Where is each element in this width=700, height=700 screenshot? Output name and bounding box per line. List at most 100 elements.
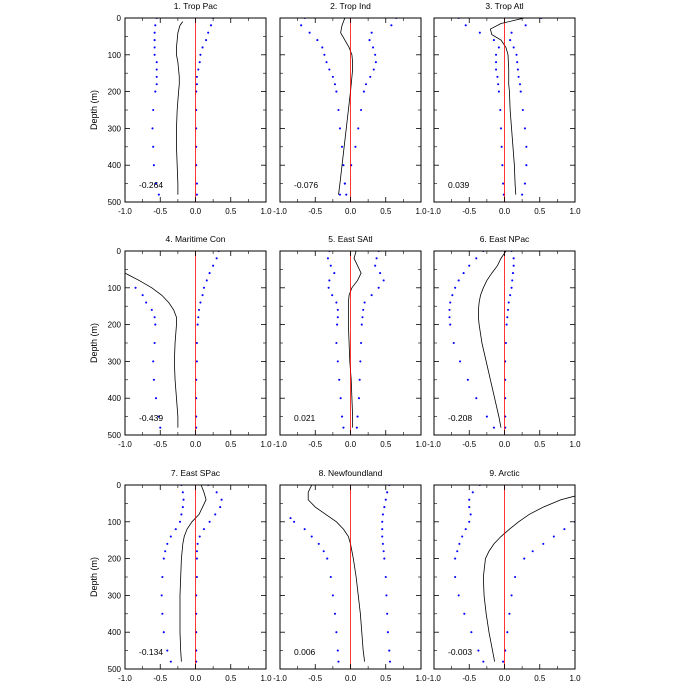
series-lower-point xyxy=(323,53,326,56)
series-lower-point xyxy=(468,264,471,267)
panel-title: 6. East NPac xyxy=(480,234,530,244)
y-tick-label: 500 xyxy=(108,431,122,440)
series-upper-point xyxy=(505,323,508,326)
series-upper-point xyxy=(523,557,526,560)
series-lower-point xyxy=(328,279,331,282)
series-upper-point xyxy=(199,53,202,56)
series-lower-point xyxy=(154,182,158,185)
series-lower-point xyxy=(336,308,339,311)
series-upper-point xyxy=(504,341,507,345)
series-lower-point xyxy=(152,378,155,381)
x-tick-label: 0.5 xyxy=(225,440,237,449)
series-lower-point xyxy=(303,528,306,531)
x-tick-label: 1.0 xyxy=(415,674,427,683)
series-lower-point xyxy=(150,308,153,311)
series-lower-point xyxy=(162,557,165,560)
series-mean-line xyxy=(179,485,207,662)
series-lower-point xyxy=(145,301,148,304)
x-tick-label: 0.5 xyxy=(225,207,237,216)
series-upper-point xyxy=(208,520,211,523)
series-lower-point xyxy=(153,53,156,56)
y-axis-label: Depth (m) xyxy=(89,557,99,597)
y-axis-label: Depth (m) xyxy=(89,90,99,130)
plot-area xyxy=(326,251,385,435)
x-tick-label: -1.0 xyxy=(273,440,287,449)
panel-title: 4. Maritime Con xyxy=(166,234,226,244)
series-upper-point xyxy=(516,61,519,64)
series-upper-point xyxy=(511,279,514,282)
series-lower-point xyxy=(475,257,478,260)
correlation-annotation: -0.076 xyxy=(294,180,318,190)
series-upper-point xyxy=(381,520,384,523)
series-upper-point xyxy=(212,264,215,267)
series-lower-point xyxy=(182,498,185,501)
series-lower-point xyxy=(157,415,160,418)
series-upper-point xyxy=(372,46,375,49)
series-upper-point xyxy=(360,323,363,326)
series-lower-point xyxy=(463,612,466,615)
series-lower-point xyxy=(497,83,500,86)
series-upper-point xyxy=(381,528,384,531)
series-upper-point xyxy=(506,308,510,311)
series-upper-point xyxy=(388,649,391,652)
series-lower-point xyxy=(336,316,339,319)
series-mean-line xyxy=(125,272,179,428)
series-upper-point xyxy=(382,550,385,553)
series-lower-point xyxy=(499,127,503,130)
series-lower-point xyxy=(161,575,164,579)
series-lower-point xyxy=(317,542,320,545)
panel-title: 8. Newfoundland xyxy=(319,468,383,478)
series-upper-point xyxy=(195,341,198,345)
y-tick-label: 200 xyxy=(108,555,122,564)
panel-4: -1.0 -0.5 0.0 0.5 1.0 0 100 200 300 400 500 4. Mari… xyxy=(89,234,272,449)
series-lower-point xyxy=(336,649,339,652)
series-upper-point xyxy=(220,498,223,501)
series-lower-point xyxy=(335,90,338,93)
series-lower-point xyxy=(331,594,334,597)
series-upper-point xyxy=(208,272,211,275)
x-tick-label: -1.0 xyxy=(118,674,132,683)
series-upper-point xyxy=(519,90,522,93)
series-lower-point xyxy=(333,272,336,275)
series-lower-point xyxy=(169,535,172,538)
series-lower-point xyxy=(154,90,157,93)
series-upper-point xyxy=(197,316,200,319)
panel-title: 2. Trop Ind xyxy=(330,1,371,11)
series-lower-point xyxy=(174,528,177,531)
series-lower-point xyxy=(449,323,452,326)
series-lower-point xyxy=(180,513,183,516)
correlation-annotation: 0.021 xyxy=(294,413,316,423)
series-upper-point xyxy=(385,594,388,597)
y-tick-label: 0 xyxy=(117,247,122,256)
series-upper-point xyxy=(357,127,360,130)
series-upper-point xyxy=(386,631,389,634)
series-lower-point xyxy=(497,90,500,93)
x-tick-label: 1.0 xyxy=(415,207,427,216)
x-tick-label: -1.0 xyxy=(427,207,441,216)
series-lower-point xyxy=(457,594,460,597)
series-lower-point xyxy=(458,542,461,545)
series-upper-point xyxy=(195,360,198,363)
series-lower-point xyxy=(499,108,502,112)
x-tick-label: -0.5 xyxy=(153,674,167,683)
x-tick-label: -0.5 xyxy=(308,674,322,683)
series-lower-point xyxy=(335,631,338,634)
x-tick-label: 0.0 xyxy=(345,207,357,216)
series-lower-point xyxy=(470,631,473,634)
x-tick-label: 0.5 xyxy=(534,674,546,683)
y-tick-label: 300 xyxy=(108,591,122,600)
series-upper-point xyxy=(215,491,218,494)
series-upper-point xyxy=(219,506,222,509)
y-tick-label: 0 xyxy=(117,14,122,23)
x-tick-label: 0.5 xyxy=(225,674,237,683)
panel-6: -1.0 -0.5 0.0 0.5 1.0 6. East NPac -0.208 xyxy=(427,234,581,449)
x-tick-label: 1.0 xyxy=(260,207,272,216)
series-lower-point xyxy=(335,301,338,304)
series-upper-point xyxy=(359,360,362,363)
series-mean-line xyxy=(307,485,365,662)
series-lower-point xyxy=(181,506,184,509)
series-upper-point xyxy=(197,68,200,71)
series-upper-point xyxy=(524,24,527,27)
correlation-annotation: -0.439 xyxy=(139,413,163,423)
